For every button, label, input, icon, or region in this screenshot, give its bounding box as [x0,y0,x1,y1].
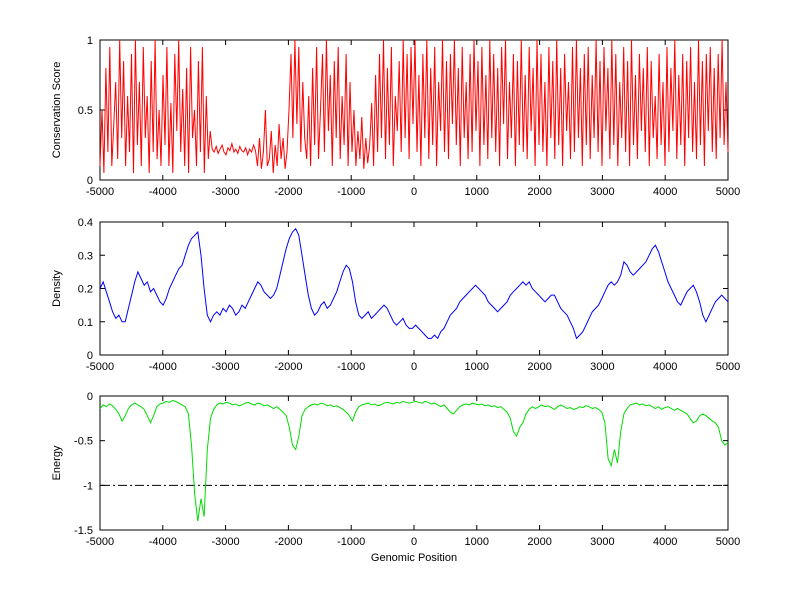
energy-ytick-label: -0.5 [74,436,93,448]
energy-ytick-label: 0 [87,391,93,403]
energy-xtick-label: 5000 [716,536,740,548]
density-xtick-label: -1000 [337,361,365,373]
conservation-score-ytick-label: 1 [87,35,93,47]
conservation-score-series-line [99,39,729,174]
density-xtick-label: 0 [411,361,417,373]
conservation-score-xtick-label: 3000 [590,186,614,198]
density-xtick-label: 3000 [590,361,614,373]
energy-ylabel: Energy [51,445,63,480]
energy-axes-box [99,395,729,531]
density-xtick-label: -5000 [86,361,114,373]
density-ytick-label: 0.3 [78,250,93,262]
density-xtick-label: -2000 [274,361,302,373]
conservation-score-ytick-label: 0.5 [78,105,93,117]
conservation-score-xtick-label: 5000 [716,186,740,198]
energy-xtick-label: 2000 [527,536,551,548]
conservation-score-xtick-label: -5000 [86,186,114,198]
conservation-score-xtick-label: -3000 [212,186,240,198]
density-ytick-label: 0.4 [78,217,93,229]
density-xtick-label: -4000 [149,361,177,373]
energy-ytick-label: -1 [83,480,93,492]
conservation-score-xtick-label: 0 [411,186,417,198]
density-series-line [99,227,729,340]
energy-xtick-label: -4000 [149,536,177,548]
conservation-score-ytick-label: 0 [87,175,93,187]
density-xtick-label: 1000 [465,361,489,373]
density-ytick-label: 0.1 [78,317,93,329]
density-ytick-label: 0.2 [78,284,93,296]
density-xtick-label: 2000 [527,361,551,373]
density-ytick-label: 0 [87,350,93,362]
energy-xtick-label: -3000 [212,536,240,548]
energy-xtick-label: -2000 [274,536,302,548]
energy-xtick-label: -5000 [86,536,114,548]
conservation-score-xtick-label: -2000 [274,186,302,198]
xaxis-label: Genomic Position [371,552,457,564]
energy-series-line [99,399,729,522]
energy-xtick-label: 0 [411,536,417,548]
density-xtick-label: 4000 [653,361,677,373]
density-xtick-label: -3000 [212,361,240,373]
conservation-score-xtick-label: -1000 [337,186,365,198]
conservation-score-xtick-label: 2000 [527,186,551,198]
density-xtick-label: 5000 [716,361,740,373]
energy-xtick-label: -1000 [337,536,365,548]
density-axes-box [99,221,729,356]
density-ylabel: Density [51,270,63,307]
conservation-score-ylabel: Conservation Score [51,62,63,159]
conservation-score-subplot: -5000 -4000 -3000 -2000 -1000 0 1000 2000 3000 40… [51,35,740,198]
energy-xtick-label: 1000 [465,536,489,548]
conservation-score-xtick-label: 4000 [653,186,677,198]
conservation-score-xtick-label: 1000 [465,186,489,198]
conservation-score-xtick-label: -4000 [149,186,177,198]
energy-ytick-label: -1.5 [74,525,93,537]
density-subplot: -5000 -4000 -3000 -2000 -1000 0 1000 2000 3000 40… [51,217,740,373]
energy-subplot: -5000 -4000 -3000 -2000 -1000 0 1000 2000 3000 40… [51,391,740,564]
energy-xtick-label: 4000 [653,536,677,548]
energy-xtick-label: 3000 [590,536,614,548]
